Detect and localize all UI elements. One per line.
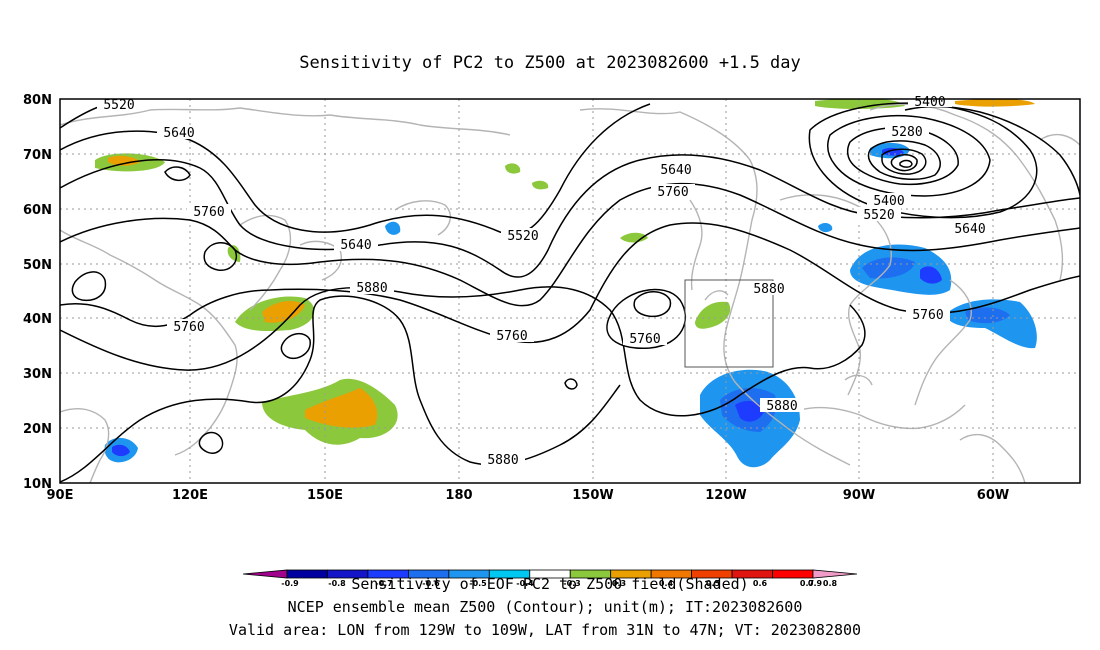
colorbar-label: -0.4 xyxy=(516,579,534,588)
contour-label: 5760 xyxy=(629,332,660,347)
valid-area-box xyxy=(684,279,774,368)
contour-label: 5880 xyxy=(487,453,518,468)
contour-labels: 5520 5640 5760 5640 5760 5880 5640 5520 … xyxy=(97,95,992,468)
colorbar-arrow-high xyxy=(812,569,858,579)
contour-label: 5880 xyxy=(766,399,797,414)
contour-label: 5520 xyxy=(507,229,538,244)
colorbar-label: -0.6 xyxy=(422,579,440,588)
lon-label: 180 xyxy=(445,488,472,503)
lon-label: 90E xyxy=(47,488,74,503)
longitude-labels: 90E 120E 150E 180 150W 120W 90W 60W xyxy=(47,488,1010,503)
latitude-labels: 80N 70N 60N 50N 40N 30N 20N 10N xyxy=(23,93,52,492)
colorbar-label: -0.5 xyxy=(469,579,487,588)
colorbar-label: -0.9 xyxy=(281,579,299,588)
lon-label: 120W xyxy=(705,488,746,503)
lat-label: 50N xyxy=(23,258,52,273)
lat-label: 70N xyxy=(23,148,52,163)
colorbar-arrow-low xyxy=(242,569,288,579)
colorbar-swatch xyxy=(772,569,814,579)
colorbar-label: 0.4 xyxy=(659,579,674,588)
contour-label: 5280 xyxy=(891,125,922,140)
colorbar-label: 0.7 xyxy=(800,579,814,588)
colorbar-label: 0.8 xyxy=(823,579,838,588)
lat-label: 60N xyxy=(23,203,52,218)
contour-label: 5760 xyxy=(173,320,204,335)
colorbar-label: 0.5 xyxy=(706,579,721,588)
contour-label: 5880 xyxy=(356,281,387,296)
contour-label: 5760 xyxy=(496,329,527,344)
contour-label: 5640 xyxy=(954,222,985,237)
lon-label: 60W xyxy=(977,488,1009,503)
contour-label: 5640 xyxy=(163,126,194,141)
lat-label: 30N xyxy=(23,367,52,382)
colorbar xyxy=(242,569,858,579)
lon-label: 120E xyxy=(172,488,208,503)
figure-title: Sensitivity of PC2 to Z500 at 2023082600… xyxy=(299,53,801,73)
contour-label: 5520 xyxy=(103,98,134,113)
contour-label: 5400 xyxy=(914,95,945,110)
contour-label: 5640 xyxy=(660,163,691,178)
coastlines xyxy=(60,103,1080,483)
lon-label: 150W xyxy=(572,488,613,503)
caption-line-3: Valid area: LON from 129W to 109W, LAT f… xyxy=(229,621,861,639)
colorbar-label: -0.7 xyxy=(375,579,393,588)
colorbar-swatch xyxy=(286,569,328,579)
contour-label: 5520 xyxy=(863,208,894,223)
lat-label: 40N xyxy=(23,312,52,327)
colorbar-label: 0.9 xyxy=(808,579,823,588)
map-frame xyxy=(59,98,1081,484)
colorbar-label: -0.8 xyxy=(328,579,346,588)
contour-label: 5400 xyxy=(873,194,904,209)
contour-label: 5760 xyxy=(912,308,943,323)
lon-label: 90W xyxy=(843,488,875,503)
lat-label: 10N xyxy=(23,477,52,492)
caption-line-1: Sensitivity of EOF PC2 to Z500 field(Sha… xyxy=(351,575,748,593)
colorbar-label: 0.6 xyxy=(753,579,768,588)
lon-label: 150E xyxy=(307,488,343,503)
colorbar-labels: -0.9 -0.8 -0.7 -0.6 -0.5 -0.4 -0.3 0.3 0… xyxy=(281,579,837,588)
lat-label: 80N xyxy=(23,93,52,108)
caption-line-2: NCEP ensemble mean Z500 (Contour); unit(… xyxy=(288,598,803,616)
contour-label: 5760 xyxy=(193,205,224,220)
lat-label: 20N xyxy=(23,422,52,437)
contour-label: 5640 xyxy=(340,238,371,253)
colorbar-label: 0.3 xyxy=(612,579,626,588)
contour-label: 5760 xyxy=(657,185,688,200)
contour-label: 5880 xyxy=(753,282,784,297)
colorbar-label: -0.3 xyxy=(563,579,581,588)
